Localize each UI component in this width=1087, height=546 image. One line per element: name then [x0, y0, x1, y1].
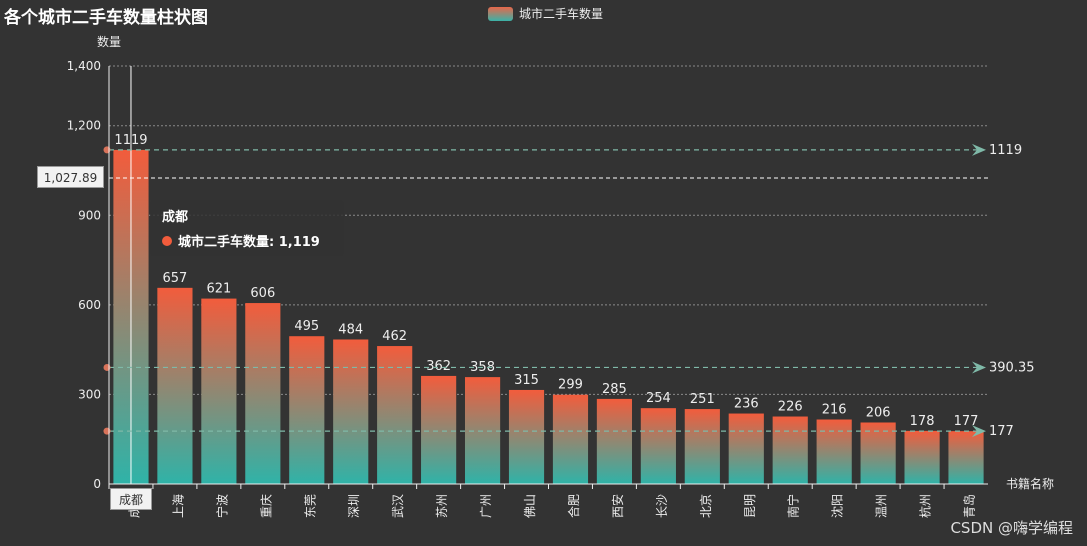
x-tick-label: 南宁	[786, 494, 801, 518]
bar	[640, 408, 676, 484]
y-tick-label: 300	[78, 387, 101, 401]
x-tick-label: 西安	[610, 494, 625, 518]
x-tick-label: 北京	[699, 494, 713, 518]
mark-line-arrow-icon	[972, 143, 986, 156]
watermark: CSDN @嗨学编程	[950, 519, 1073, 537]
mark-line-arrow-icon	[972, 425, 986, 438]
data-label: 606	[250, 286, 275, 301]
bar	[860, 422, 896, 484]
x-tick-label: 温州	[875, 494, 889, 518]
x-tick-label: 佛山	[523, 494, 537, 518]
bar	[684, 409, 720, 484]
x-tick-label: 苏州	[435, 494, 449, 518]
bar	[201, 298, 237, 484]
series-dot-icon	[162, 235, 172, 246]
data-label: 657	[163, 271, 188, 286]
legend-swatch	[488, 6, 513, 21]
x-tick-label: 上海	[170, 494, 185, 518]
bar	[772, 416, 808, 484]
x-tick-label: 重庆	[259, 494, 273, 518]
bar	[948, 431, 984, 484]
data-label: 216	[822, 403, 847, 418]
bar	[816, 419, 852, 484]
y-axis-pointer-label: 1,027.89	[37, 166, 104, 188]
data-label: 206	[866, 405, 891, 420]
mark-line-arrow-icon	[972, 361, 986, 374]
y-tick-label: 600	[78, 298, 101, 312]
x-tick-label: 深圳	[347, 494, 361, 518]
bar	[377, 346, 413, 484]
x-axis-label: 书籍名称	[1006, 476, 1054, 491]
data-label: 299	[558, 378, 583, 393]
bar	[904, 430, 940, 484]
bar	[289, 336, 325, 484]
axes: 03006009001,2001,400数量书籍名称成都上海宁波重庆东莞深圳武汉…	[67, 34, 1054, 518]
data-label: 285	[602, 382, 627, 397]
bar	[552, 394, 589, 484]
mark-line-label: 390.35	[989, 360, 1035, 375]
data-label: 495	[294, 319, 319, 334]
data-label: 362	[426, 359, 451, 374]
x-tick-label: 武汉	[391, 494, 405, 518]
data-label: 226	[778, 400, 803, 415]
x-tick-label: 宁波	[214, 494, 229, 518]
x-tick-label: 杭州	[918, 494, 933, 518]
tooltip-value: 城市二手车数量: 1,119	[178, 235, 320, 250]
legend-item[interactable]: 城市二手车数量	[488, 5, 603, 22]
tooltip-row: 城市二手车数量: 1,119	[162, 231, 332, 250]
data-label: 178	[910, 414, 935, 429]
data-label: 484	[338, 322, 363, 337]
y-tick-label: 0	[93, 477, 101, 491]
mark-line-label: 177	[989, 424, 1014, 439]
x-tick-label: 沈阳	[830, 494, 845, 518]
y-axis-label: 数量	[97, 34, 121, 49]
y-tick-label: 900	[78, 208, 101, 222]
legend-label: 城市二手车数量	[519, 7, 604, 21]
mark-line-label: 1119	[989, 143, 1022, 158]
x-tick-label: 昆明	[743, 494, 757, 518]
data-label: 315	[514, 373, 539, 388]
y-tick-label: 1,200	[67, 119, 101, 133]
bar	[333, 339, 369, 484]
bar	[157, 287, 193, 484]
y-tick-label: 1,400	[67, 59, 101, 73]
x-tick-label: 长沙	[655, 494, 669, 518]
mark-lines: 1119 390.35 177	[103, 66, 1035, 484]
x-tick-label: 东莞	[303, 494, 317, 518]
data-label: 236	[734, 397, 759, 412]
bar	[245, 303, 281, 484]
tooltip: 成都 城市二手车数量: 1,119	[150, 200, 344, 256]
x-tick-label: 合肥	[566, 494, 581, 518]
bar	[728, 413, 764, 484]
x-tick-label: 青岛	[962, 494, 977, 518]
bar	[508, 389, 545, 484]
data-label: 462	[382, 329, 407, 344]
tooltip-category: 成都	[162, 210, 189, 225]
bar	[421, 375, 457, 484]
data-label: 254	[646, 391, 671, 406]
data-label: 621	[206, 282, 231, 297]
x-axis-pointer-label: 成都	[110, 488, 152, 510]
x-tick-label: 广州	[479, 494, 493, 518]
bar	[596, 398, 633, 484]
data-label: 251	[690, 392, 715, 407]
chart-title: 各个城市二手车数量柱状图	[4, 8, 208, 28]
grid-lines	[109, 65, 988, 395]
